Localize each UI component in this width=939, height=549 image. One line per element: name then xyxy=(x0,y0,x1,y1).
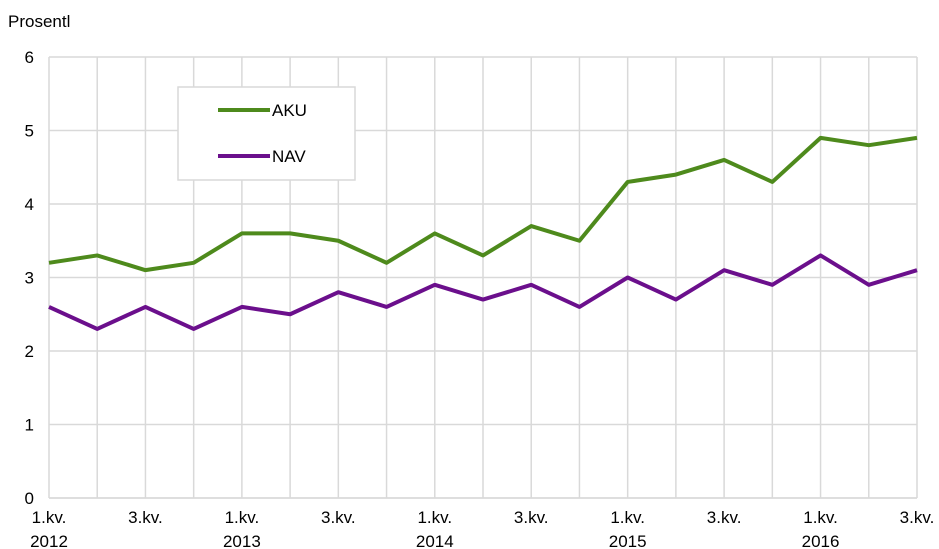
series-line xyxy=(48,253,918,331)
x-tick-label: 3.kv. xyxy=(900,508,935,527)
x-tick-label: 1.kv. 2016 xyxy=(802,508,840,549)
legend-box xyxy=(177,86,356,181)
x-tick-label: 1.kv. 2013 xyxy=(223,508,261,549)
x-tick-label: 3.kv. xyxy=(707,508,742,527)
x-tick-label: 1.kv. 2012 xyxy=(30,508,68,549)
y-axis-label: Prosentl xyxy=(8,12,70,31)
x-tick-label: 3.kv. xyxy=(321,508,356,527)
x-tick-label: 3.kv. xyxy=(128,508,163,527)
x-tick-label: 3.kv. xyxy=(514,508,549,527)
y-tick-label: 3 xyxy=(25,269,34,288)
y-tick-label: 6 xyxy=(25,48,34,67)
series-line xyxy=(48,135,918,273)
y-tick-label: 4 xyxy=(25,195,34,214)
y-tick-label: 5 xyxy=(25,122,34,141)
y-tick-label: 2 xyxy=(25,342,34,361)
legend-label: AKU xyxy=(272,101,307,120)
y-tick-label: 1 xyxy=(25,416,34,435)
x-tick-label: 1.kv. 2015 xyxy=(609,508,647,549)
x-tick-label: 1.kv. 2014 xyxy=(416,508,454,549)
legend-label: NAV xyxy=(272,147,306,166)
y-tick-label: 0 xyxy=(25,489,34,508)
